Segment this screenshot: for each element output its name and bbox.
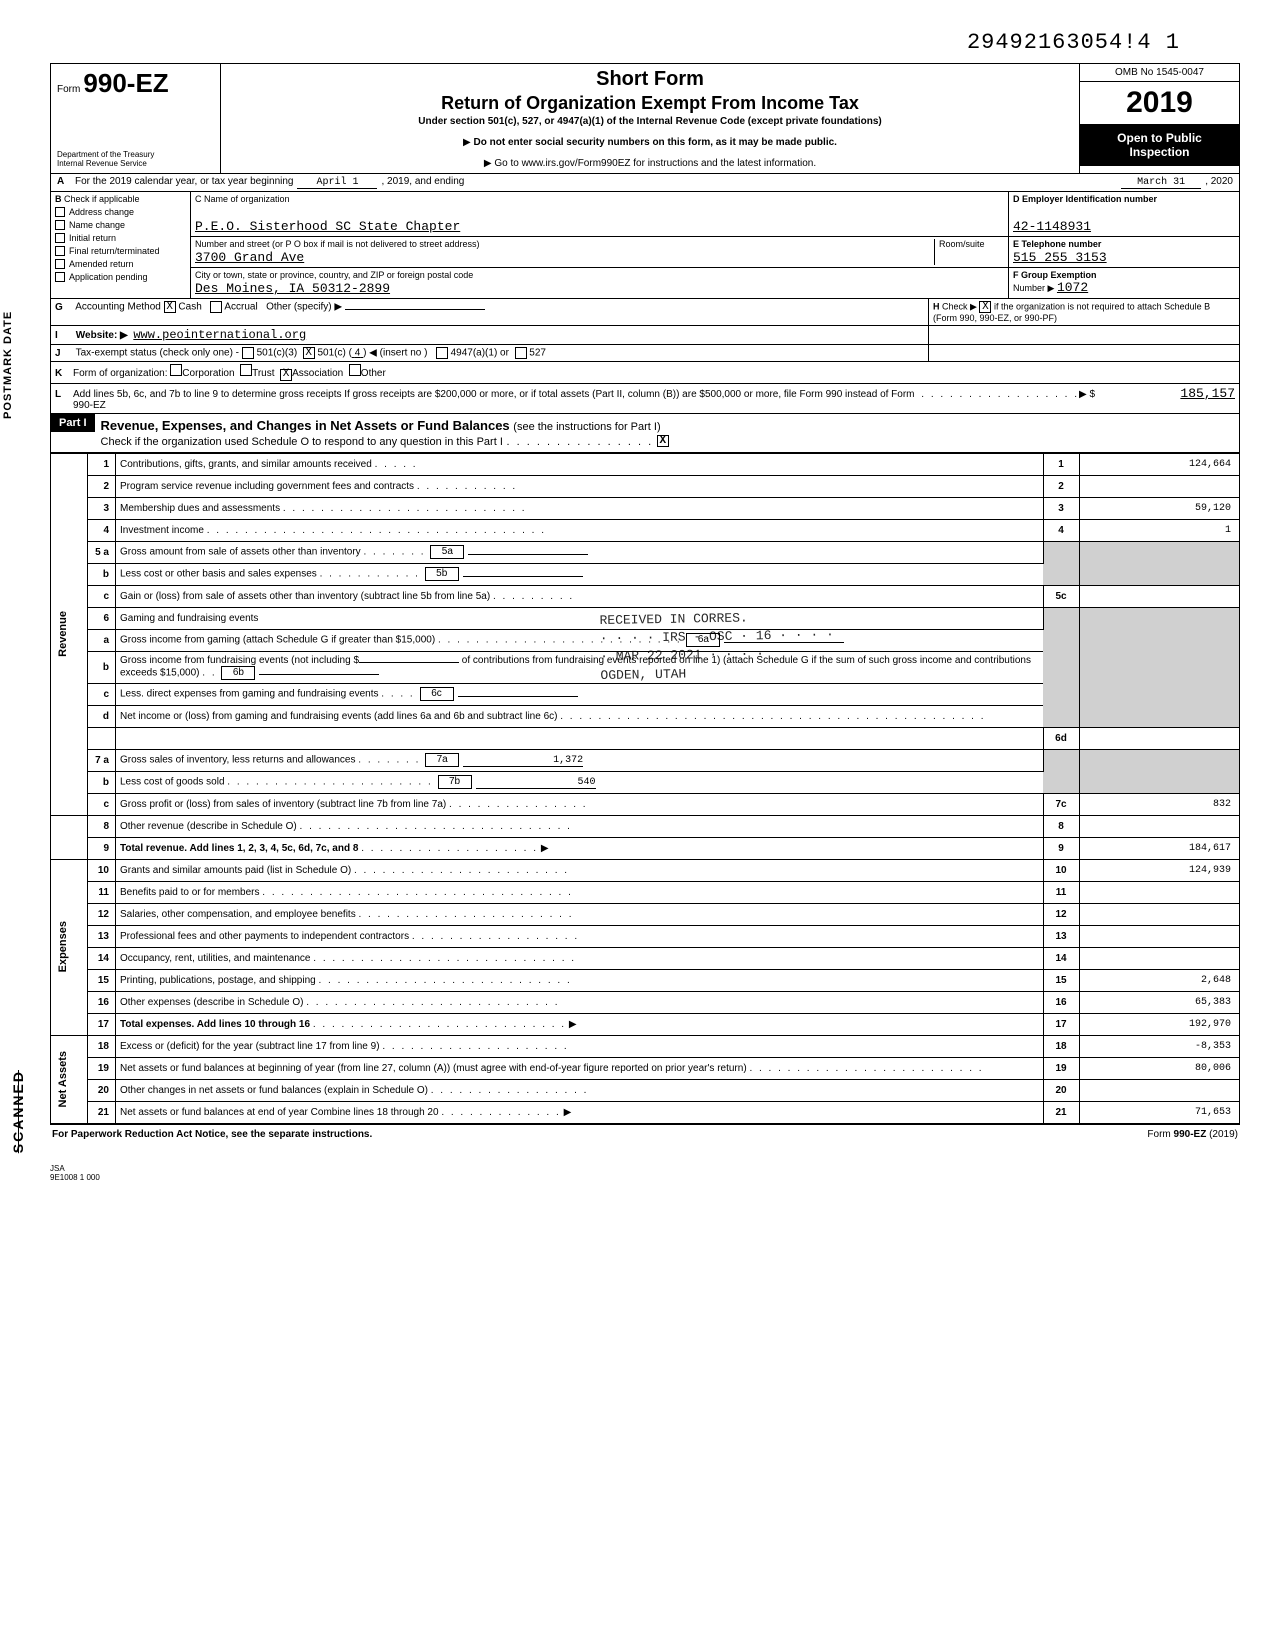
checkbox-trust[interactable] [240, 364, 252, 376]
amt-line-1: 124,664 [1079, 453, 1239, 475]
amt-line-3: 59,120 [1079, 497, 1239, 519]
label-address: Number and street (or P O box if mail is… [195, 239, 934, 249]
gross-receipts: 185,157 [1095, 386, 1235, 401]
amt-line-15: 2,648 [1079, 969, 1239, 991]
form-subtitle: Under section 501(c), 527, or 4947(a)(1)… [229, 116, 1071, 127]
omb-number: OMB No 1545-0047 [1080, 64, 1239, 82]
department: Department of the TreasuryInternal Reven… [57, 151, 214, 169]
city-state-zip: Des Moines, IA 50312-2899 [195, 281, 1004, 296]
checkbox-501c3[interactable] [242, 347, 254, 359]
label-f-group: F Group Exemption [1013, 270, 1235, 280]
line-l-text: Add lines 5b, 6c, and 7b to line 9 to de… [73, 389, 921, 411]
amt-line-16: 65,383 [1079, 991, 1239, 1013]
checkbox-amended[interactable] [55, 259, 65, 269]
form-title: Return of Organization Exempt From Incom… [229, 93, 1071, 114]
irs-received-stamp: RECEIVED IN CORRES.· · · · IRS - OSC · 1… [599, 608, 834, 685]
postmark-stamp: ENVELOPE MAR 1 7 2021POSTMARK DATE [0, 260, 14, 419]
form-prefix: Form [57, 84, 80, 95]
side-label-revenue: Revenue [55, 601, 71, 667]
checkbox-cash[interactable]: X [164, 301, 176, 313]
amt-line-7c: 832 [1079, 793, 1239, 815]
checkbox-assoc[interactable]: X [280, 369, 292, 381]
amt-line-7b: 540 [476, 777, 596, 789]
tax-year: 2019 [1080, 82, 1239, 125]
label-d-ein: D Employer Identification number [1013, 194, 1235, 204]
footer-notice: For Paperwork Reduction Act Notice, see … [52, 1129, 372, 1140]
checkbox-other-org[interactable] [349, 364, 361, 376]
short-form-label: Short Form [229, 68, 1071, 91]
checkbox-527[interactable] [515, 347, 527, 359]
side-label-expenses: Expenses [55, 911, 71, 982]
org-name: P.E.O. Sisterhood SC State Chapter [195, 219, 1004, 234]
checkbox-schedule-o[interactable]: X [657, 435, 669, 447]
telephone: 515 255 3153 [1013, 250, 1235, 265]
label-city: City or town, state or province, country… [195, 270, 1004, 280]
section-b-checkboxes: B Check if applicable Address change Nam… [51, 192, 191, 298]
label-e-phone: E Telephone number [1013, 239, 1235, 249]
amt-line-4: 1 [1079, 519, 1239, 541]
document-id: 29492163054!4 1 [50, 30, 1240, 55]
ssn-warning: Do not enter social security numbers on … [229, 137, 1071, 148]
checkbox-501c[interactable]: X [303, 347, 315, 359]
label-c-name: C Name of organization [195, 194, 1004, 204]
form-990ez: Form 990-EZ Department of the TreasuryIn… [50, 63, 1240, 1125]
ein: 42-1148931 [1013, 219, 1235, 234]
part-1-label: Part I [51, 414, 95, 432]
amt-line-21: 71,653 [1079, 1101, 1239, 1123]
open-to-public: Open to PublicInspection [1080, 125, 1239, 166]
amt-line-7a: 1,372 [463, 755, 583, 767]
street-address: 3700 Grand Ave [195, 250, 934, 265]
amt-line-18: -8,353 [1079, 1035, 1239, 1057]
checkbox-name-change[interactable] [55, 220, 65, 230]
checkbox-pending[interactable] [55, 272, 65, 282]
scanned-stamp: SCANNED [10, 1070, 26, 1153]
amt-line-17: 192,970 [1079, 1013, 1239, 1035]
side-label-netassets: Net Assets [55, 1041, 71, 1117]
checkbox-schedule-b[interactable]: X [979, 301, 991, 313]
website-instruction: Go to www.irs.gov/Form990EZ for instruct… [229, 158, 1071, 169]
checkbox-initial-return[interactable] [55, 233, 65, 243]
checkbox-4947[interactable] [436, 347, 448, 359]
checkbox-final-return[interactable] [55, 246, 65, 256]
part-1-title: Revenue, Expenses, and Changes in Net As… [101, 418, 510, 433]
footer-form-id: Form 990-EZ (2019) [1147, 1129, 1238, 1140]
financial-table: Revenue 1Contributions, gifts, grants, a… [51, 453, 1239, 1124]
amt-line-19: 80,006 [1079, 1057, 1239, 1079]
amt-line-10: 124,939 [1079, 859, 1239, 881]
group-exemption: 1072 [1057, 280, 1088, 295]
line-a-tax-year: A For the 2019 calendar year, or tax yea… [51, 174, 1239, 192]
form-number: 990-EZ [83, 68, 168, 98]
label-room: Room/suite [939, 239, 985, 249]
website: www.peointernational.org [133, 328, 306, 342]
amt-line-9: 184,617 [1079, 837, 1239, 859]
checkbox-corp[interactable] [170, 364, 182, 376]
checkbox-address-change[interactable] [55, 207, 65, 217]
jsa-code: JSA9E1008 1 000 [50, 1164, 1240, 1182]
checkbox-accrual[interactable] [210, 301, 222, 313]
